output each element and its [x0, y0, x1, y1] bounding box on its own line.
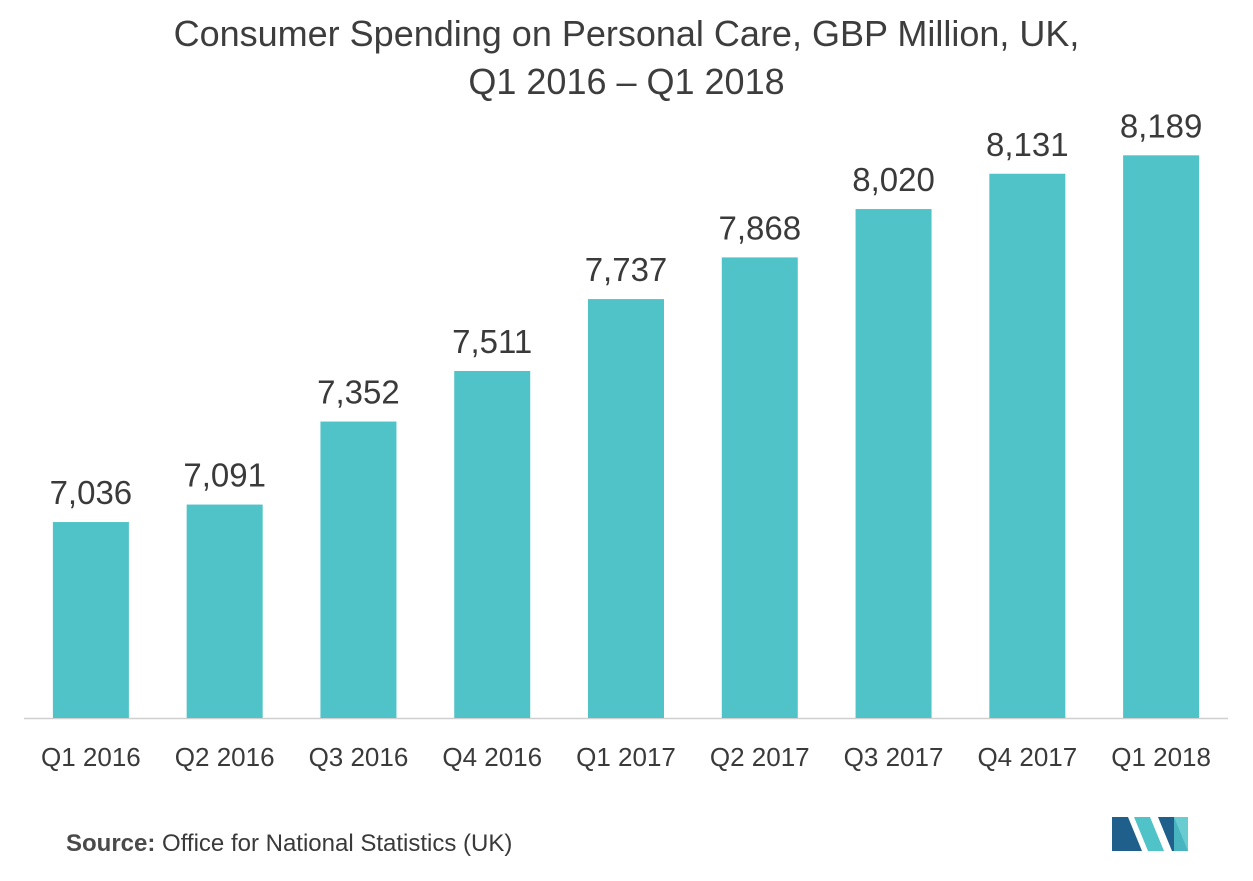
bar-q1-2017: [588, 299, 664, 718]
x-tick-label-q1-2016: Q1 2016: [41, 742, 141, 772]
bar-q2-2016: [186, 504, 263, 718]
data-label-q4-2016: 7,511: [452, 323, 532, 360]
x-tick-label-q1-2018: Q1 2018: [1111, 742, 1211, 772]
x-tick-label-q4-2017: Q4 2017: [977, 742, 1077, 772]
logo-shape-left: [1112, 817, 1142, 851]
x-tick-label-q4-2016: Q4 2016: [442, 742, 542, 772]
bar-q4-2017: [989, 173, 1066, 719]
bar-q3-2017: [855, 209, 932, 718]
chart-title-line-2: Q1 2016 – Q1 2018: [468, 61, 785, 102]
x-tick-label-q1-2017: Q1 2017: [576, 742, 676, 772]
data-label-q3-2017: 8,020: [852, 161, 935, 198]
bar-q1-2016: [52, 522, 129, 718]
bar-q4-2016: [454, 370, 531, 718]
bar-chart: 7,036 Q1 2016 7,091 Q2 2016 7,352 Q3 2016 7,51…: [24, 107, 1228, 772]
logo-shape-middle: [1134, 817, 1164, 851]
chart-title-line-1: Consumer Spending on Personal Care, GBP …: [173, 13, 1080, 54]
x-tick-label-q2-2017: Q2 2017: [710, 742, 810, 772]
source-label: Source:: [66, 830, 156, 857]
source-text: Office for National Statistics (UK): [162, 830, 513, 857]
bar-q3-2016: [320, 421, 397, 718]
data-label-q3-2016: 7,352: [317, 374, 400, 411]
logo-shape-right-bar: [1174, 817, 1188, 851]
x-tick-label-q3-2016: Q3 2016: [309, 742, 409, 772]
data-label-q1-2018: 8,189: [1120, 107, 1203, 144]
data-label-q1-2016: 7,036: [50, 474, 133, 511]
data-label-q2-2017: 7,868: [718, 209, 801, 246]
x-tick-label-q2-2016: Q2 2016: [175, 742, 275, 772]
x-tick-label-q3-2017: Q3 2017: [844, 742, 944, 772]
source-note: Source: Office for National Statistics (…: [66, 830, 512, 858]
bar-q1-2018: [1123, 155, 1200, 719]
data-label-q4-2017: 8,131: [986, 126, 1069, 163]
chart-title: Consumer Spending on Personal Care, GBP …: [0, 10, 1253, 106]
data-label-q1-2017: 7,737: [585, 251, 668, 288]
brand-logo-icon: [1112, 817, 1188, 851]
data-label-q2-2016: 7,091: [183, 457, 266, 494]
bar-q2-2017: [721, 257, 798, 718]
